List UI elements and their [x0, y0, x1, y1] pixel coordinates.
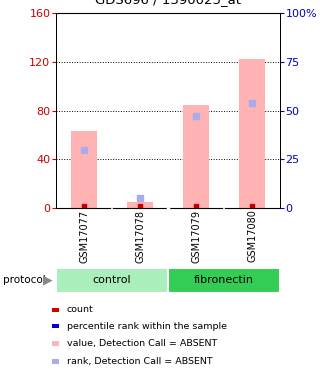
Bar — [71, 131, 97, 208]
Bar — [168, 268, 280, 293]
Text: control: control — [93, 275, 131, 285]
Text: count: count — [67, 305, 94, 314]
Text: fibronectin: fibronectin — [194, 275, 254, 285]
Bar — [127, 202, 153, 208]
Bar — [239, 59, 265, 208]
Bar — [52, 341, 59, 346]
Text: protocol: protocol — [3, 275, 46, 285]
Bar — [52, 359, 59, 364]
Bar — [183, 105, 209, 208]
Text: rank, Detection Call = ABSENT: rank, Detection Call = ABSENT — [67, 357, 212, 366]
Text: ▶: ▶ — [43, 274, 52, 287]
Text: GSM17080: GSM17080 — [247, 210, 257, 262]
Text: GDS696 / 1390025_at: GDS696 / 1390025_at — [95, 0, 241, 6]
Bar — [56, 268, 168, 293]
Text: GSM17079: GSM17079 — [191, 210, 201, 262]
Bar — [52, 308, 59, 312]
Text: percentile rank within the sample: percentile rank within the sample — [67, 322, 227, 331]
Text: GSM17078: GSM17078 — [135, 210, 145, 262]
Text: GSM17077: GSM17077 — [79, 210, 89, 262]
Bar — [52, 324, 59, 328]
Text: value, Detection Call = ABSENT: value, Detection Call = ABSENT — [67, 339, 217, 348]
